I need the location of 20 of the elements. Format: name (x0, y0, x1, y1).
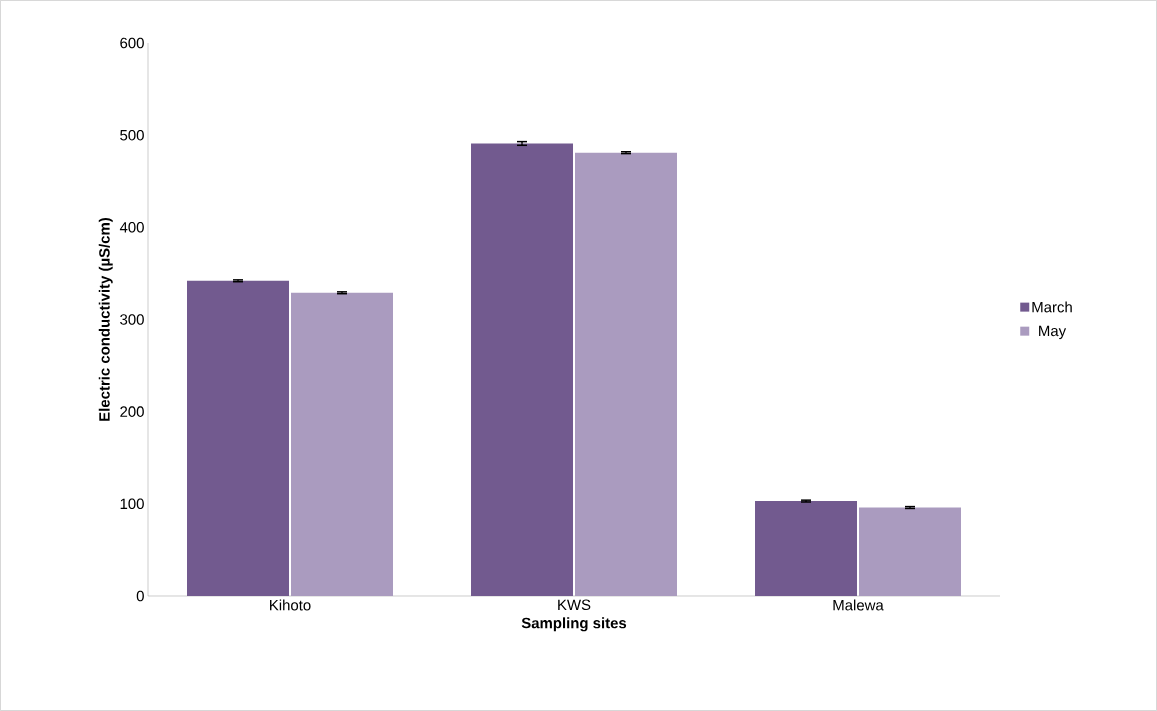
bar (755, 501, 858, 596)
y-tick-label: 200 (120, 406, 144, 417)
bar (859, 507, 961, 596)
x-axis-title: Sampling sites (521, 617, 627, 632)
y-tick-label: 500 (120, 129, 144, 141)
y-axis-title: Electric conductivity (µS/cm) (98, 217, 113, 421)
bar (471, 143, 574, 596)
y-tick-label: 600 (120, 37, 144, 49)
x-tick-label: Kihoto (270, 599, 311, 611)
legend-label: May (1039, 325, 1067, 340)
bar (187, 280, 289, 596)
x-tick-label: Malewa (833, 599, 884, 611)
y-tick-label: 300 (120, 314, 144, 325)
legend-label: March (1032, 301, 1072, 313)
y-tick-label: 100 (120, 498, 144, 510)
bar (291, 292, 393, 596)
bar (575, 152, 677, 596)
x-tick-label: KWS (558, 599, 591, 611)
y-tick-label: 0 (136, 590, 144, 602)
y-tick-label: 400 (119, 222, 144, 233)
